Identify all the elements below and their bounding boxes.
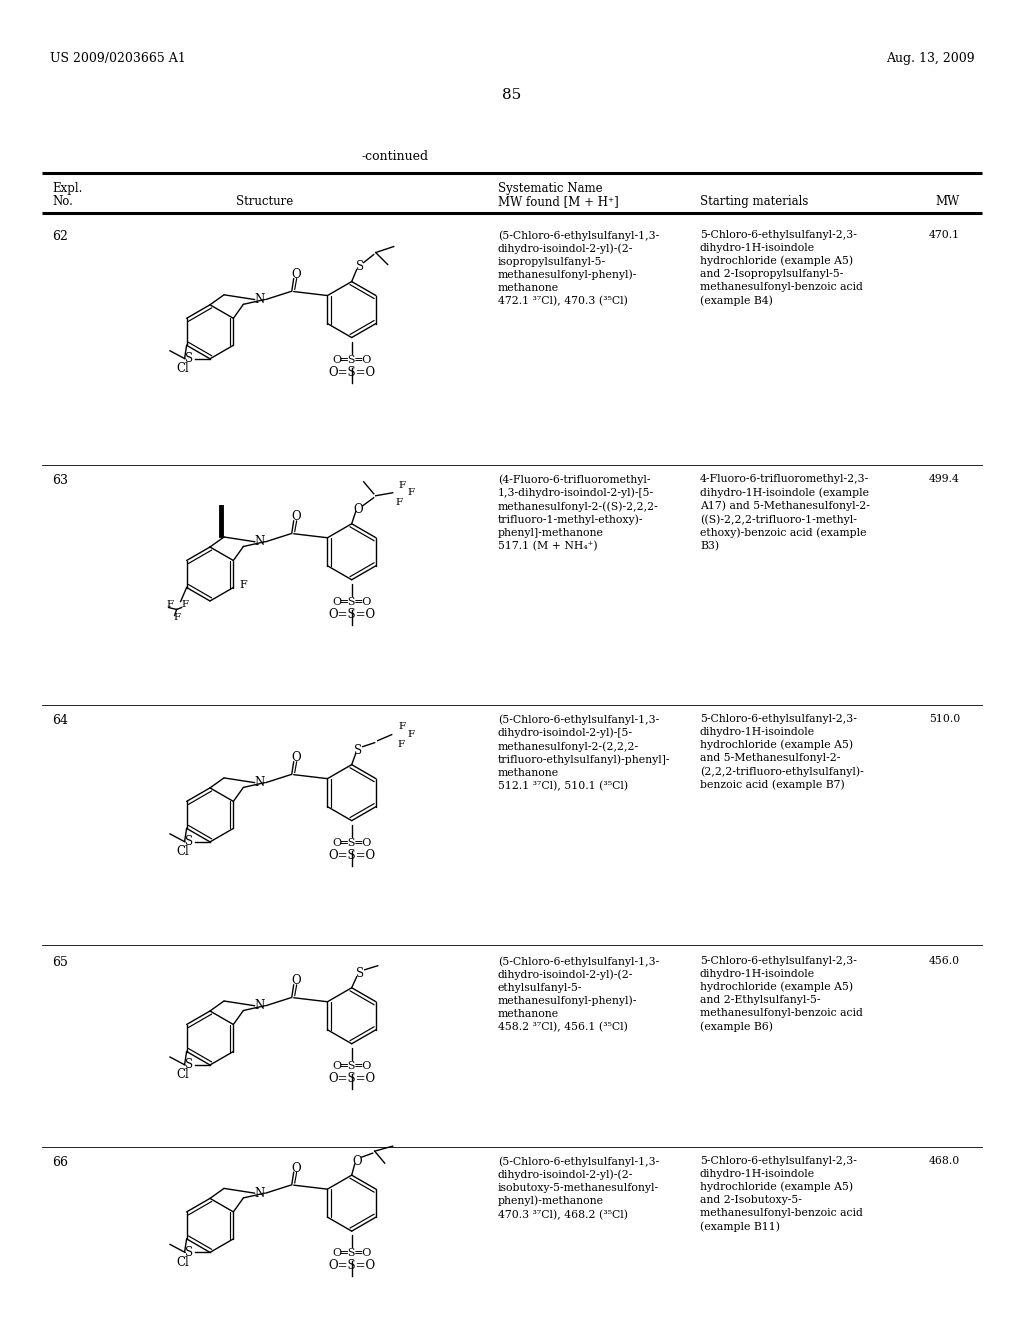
Text: F: F [167, 601, 174, 609]
Text: Systematic Name: Systematic Name [498, 182, 603, 195]
Text: S: S [185, 352, 194, 366]
Text: O═S═O: O═S═O [332, 597, 372, 607]
Text: -continued: -continued [361, 150, 429, 162]
Text: (5-Chloro-6-ethylsulfanyl-1,3-
dihydro-isoindol-2-yl)-(2-
isobutoxy-5-methanesul: (5-Chloro-6-ethylsulfanyl-1,3- dihydro-i… [498, 1156, 659, 1220]
Text: F: F [398, 482, 406, 490]
Text: N: N [255, 776, 265, 789]
Text: S: S [185, 836, 194, 849]
Text: 510.0: 510.0 [929, 714, 961, 723]
Text: 5-Chloro-6-ethylsulfanyl-2,3-
dihydro-1H-isoindole
hydrochloride (example A5)
an: 5-Chloro-6-ethylsulfanyl-2,3- dihydro-1H… [700, 1156, 863, 1232]
Text: O: O [291, 974, 300, 987]
Text: O: O [352, 1155, 361, 1168]
Text: 4-Fluoro-6-trifluoromethyl-2,3-
dihydro-1H-isoindole (example
A17) and 5-Methane: 4-Fluoro-6-trifluoromethyl-2,3- dihydro-… [700, 474, 869, 552]
Text: S: S [185, 1246, 194, 1259]
Text: S: S [185, 1059, 194, 1072]
Text: Cl: Cl [176, 1255, 189, 1269]
Text: 470.1: 470.1 [929, 230, 961, 240]
Text: O: O [353, 503, 362, 516]
Text: 5-Chloro-6-ethylsulfanyl-2,3-
dihydro-1H-isoindole
hydrochloride (example A5)
an: 5-Chloro-6-ethylsulfanyl-2,3- dihydro-1H… [700, 714, 864, 791]
Text: F: F [395, 498, 402, 507]
Text: 468.0: 468.0 [929, 1156, 961, 1166]
Text: S: S [355, 260, 364, 273]
Text: 5-Chloro-6-ethylsulfanyl-2,3-
dihydro-1H-isoindole
hydrochloride (example A5)
an: 5-Chloro-6-ethylsulfanyl-2,3- dihydro-1H… [700, 230, 863, 305]
Text: S: S [355, 968, 364, 981]
Text: Aug. 13, 2009: Aug. 13, 2009 [887, 51, 975, 65]
Text: F: F [397, 741, 404, 750]
Text: Cl: Cl [176, 845, 189, 858]
Text: O: O [291, 751, 300, 764]
Text: No.: No. [52, 195, 73, 209]
Text: O═S═O: O═S═O [332, 355, 372, 364]
Text: US 2009/0203665 A1: US 2009/0203665 A1 [50, 51, 185, 65]
Text: F: F [174, 612, 181, 622]
Text: N: N [255, 535, 265, 548]
Text: F: F [408, 488, 415, 498]
Text: O═S═O: O═S═O [332, 1249, 372, 1258]
Text: F: F [181, 601, 188, 609]
Text: N: N [255, 1187, 265, 1200]
Text: 62: 62 [52, 230, 68, 243]
Text: Cl: Cl [176, 362, 189, 375]
Text: 5-Chloro-6-ethylsulfanyl-2,3-
dihydro-1H-isoindole
hydrochloride (example A5)
an: 5-Chloro-6-ethylsulfanyl-2,3- dihydro-1H… [700, 956, 863, 1031]
Text: O=S=O: O=S=O [328, 1072, 375, 1085]
Text: N: N [255, 293, 265, 306]
Text: Structure: Structure [237, 195, 294, 209]
Text: S: S [353, 744, 361, 758]
Text: F: F [398, 722, 406, 731]
Text: 499.4: 499.4 [929, 474, 961, 484]
Text: F: F [240, 581, 247, 590]
Text: Cl: Cl [176, 1068, 189, 1081]
Text: (5-Chloro-6-ethylsulfanyl-1,3-
dihydro-isoindol-2-yl)-(2-
isopropylsulfanyl-5-
m: (5-Chloro-6-ethylsulfanyl-1,3- dihydro-i… [498, 230, 659, 306]
Text: MW found [M + H⁺]: MW found [M + H⁺] [498, 195, 618, 209]
Text: O: O [291, 511, 300, 523]
Text: Starting materials: Starting materials [700, 195, 808, 209]
Text: 85: 85 [503, 88, 521, 102]
Text: 65: 65 [52, 956, 68, 969]
Text: (5-Chloro-6-ethylsulfanyl-1,3-
dihydro-isoindol-2-yl)-(2-
ethylsulfanyl-5-
metha: (5-Chloro-6-ethylsulfanyl-1,3- dihydro-i… [498, 956, 659, 1032]
Text: O=S=O: O=S=O [328, 366, 375, 379]
Text: O: O [291, 268, 300, 281]
Text: (5-Chloro-6-ethylsulfanyl-1,3-
dihydro-isoindol-2-yl)-[5-
methanesulfonyl-2-(2,2: (5-Chloro-6-ethylsulfanyl-1,3- dihydro-i… [498, 714, 671, 791]
Text: O: O [291, 1162, 300, 1175]
Text: 64: 64 [52, 714, 68, 727]
Text: (4-Fluoro-6-trifluoromethyl-
1,3-dihydro-isoindol-2-yl)-[5-
methanesulfonyl-2-((: (4-Fluoro-6-trifluoromethyl- 1,3-dihydro… [498, 474, 658, 552]
Text: N: N [255, 999, 265, 1012]
Text: MW: MW [936, 195, 961, 209]
Text: F: F [408, 730, 415, 739]
Text: 456.0: 456.0 [929, 956, 961, 966]
Text: O═S═O: O═S═O [332, 838, 372, 847]
Text: 63: 63 [52, 474, 68, 487]
Text: O=S=O: O=S=O [328, 607, 375, 620]
Text: O═S═O: O═S═O [332, 1061, 372, 1071]
Text: 66: 66 [52, 1156, 68, 1170]
Text: O=S=O: O=S=O [328, 849, 375, 862]
Text: Expl.: Expl. [52, 182, 82, 195]
Text: O=S=O: O=S=O [328, 1259, 375, 1272]
